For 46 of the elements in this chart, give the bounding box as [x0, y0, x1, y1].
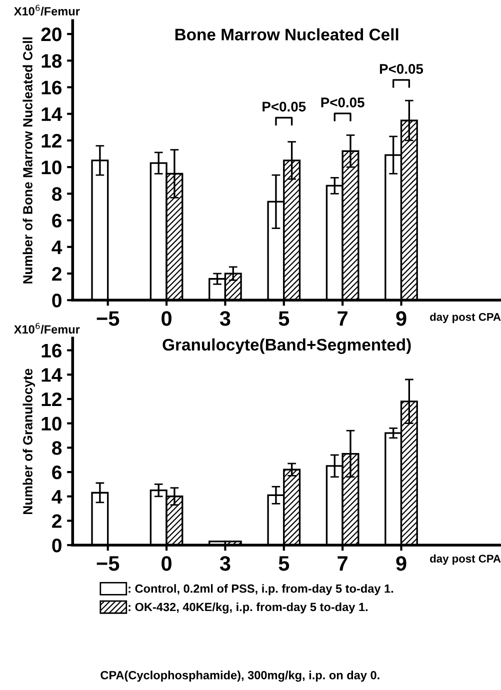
y-tick-label: 8 [52, 187, 62, 201]
x-tick-label: 9 [396, 556, 406, 571]
y-tick-label: 10 [42, 160, 62, 174]
y-tick-label: 2 [52, 267, 62, 281]
x-tick-label: 7 [338, 311, 348, 326]
y-tick-label: 10 [42, 416, 62, 431]
y-tick-label: 16 [42, 80, 62, 94]
y-tick-label: 14 [42, 108, 62, 121]
y-axis-title: Number of Granulocyte [22, 368, 36, 514]
x-tick-label: −5 [96, 556, 120, 571]
x-tick-label: 9 [396, 311, 406, 326]
y-tick-label: 0 [52, 294, 62, 308]
x-tick-label: 3 [220, 311, 230, 326]
y-tick-label: 8 [52, 441, 62, 455]
y-tick-label: 12 [42, 392, 62, 406]
x-axis-title: day post CPA [430, 312, 501, 324]
annotation: P<0.05 [321, 98, 364, 108]
chart-title: Granulocyte(Band+Segmented) [162, 338, 411, 354]
x-axis-title: day post CPA [430, 554, 501, 565]
y-tick-label: 16 [42, 344, 62, 358]
y-tick-label: 0 [52, 538, 62, 552]
x-tick-label: 5 [278, 311, 290, 326]
chart-title: Bone Marrow Nucleated Cell [175, 28, 398, 40]
y-tick-label: 2 [52, 514, 62, 528]
y-axis-title: Number of Bone Marrow Nucleated Cell [22, 37, 32, 284]
y-tick-label: 14 [42, 368, 62, 382]
legend-label: : OK-432, 40KE/kg, i.p. from-day 5 to-day 1. [128, 602, 368, 614]
x-tick-label: 0 [162, 556, 172, 571]
text: CPA(Cyclophosphamide), 300mg/kg, i.p. on day 0. [100, 670, 380, 682]
text: X10$^{6}$/Femur [14, 4, 80, 16]
x-tick-label: −5 [96, 311, 120, 326]
x-tick-label: 0 [162, 311, 172, 326]
y-tick-label: 4 [52, 490, 62, 504]
legend-label: : Control, 0.2ml of PSS, i.p. from-day 5 to-day 1. [128, 584, 394, 596]
text: X10$^{6}$/Femur [14, 322, 80, 334]
y-tick-label: 4 [52, 240, 62, 254]
annotation: P<0.05 [262, 102, 306, 112]
x-tick-label: 5 [278, 556, 290, 571]
y-tick-label: 18 [42, 54, 62, 68]
y-tick-label: 6 [52, 214, 62, 228]
annotation: P<0.05 [380, 64, 424, 74]
x-tick-label: 3 [220, 556, 230, 571]
y-tick-label: 20 [41, 27, 62, 42]
y-tick-label: 12 [42, 134, 62, 148]
y-tick-label: 6 [52, 466, 62, 480]
x-tick-label: 7 [338, 556, 348, 571]
